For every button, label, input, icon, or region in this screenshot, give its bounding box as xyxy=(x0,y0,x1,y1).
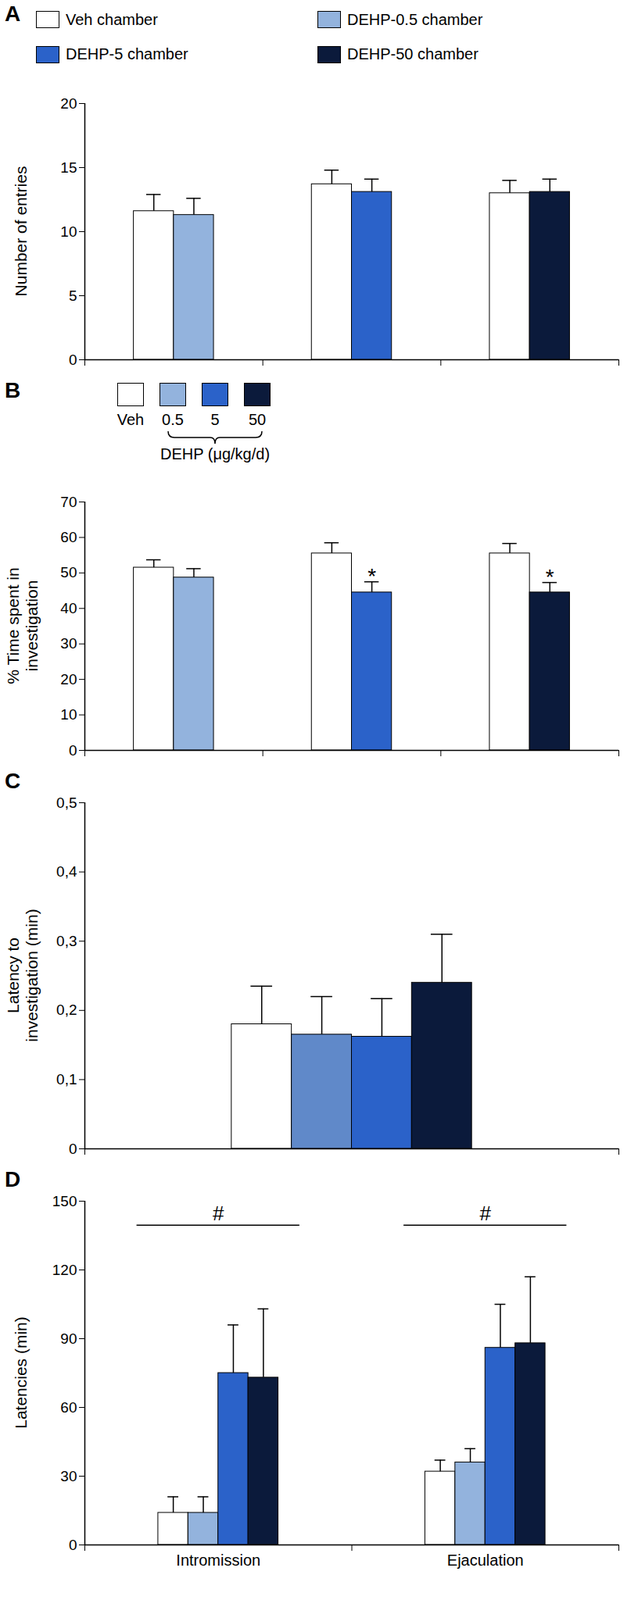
html-text:A: A xyxy=(4,1,21,26)
svg-text:#: # xyxy=(212,1202,225,1226)
html-text:DEHP (μg/kg/d): DEHP (μg/kg/d) xyxy=(160,445,270,463)
svg-text:0: 0 xyxy=(68,1537,78,1555)
html-text:5: 5 xyxy=(210,411,220,429)
html-text:DEHP-50 chamber: DEHP-50 chamber xyxy=(347,45,479,63)
svg-text:0,2: 0,2 xyxy=(56,1002,77,1019)
svg-text:#: # xyxy=(480,1202,492,1226)
svg-text:0,3: 0,3 xyxy=(56,933,77,950)
svg-text:60: 60 xyxy=(60,1400,77,1417)
svg-text:120: 120 xyxy=(52,1262,78,1280)
svg-text:40: 40 xyxy=(60,600,77,617)
svg-text:0,1: 0,1 xyxy=(56,1071,77,1089)
svg-text:10: 10 xyxy=(60,706,77,724)
svg-text:10: 10 xyxy=(60,223,77,241)
html-text:Veh chamber: Veh chamber xyxy=(65,10,158,28)
svg-text:0: 0 xyxy=(68,742,78,760)
html-text:50: 50 xyxy=(248,411,266,429)
svg-text:% Time spent ininvestigation: % Time spent ininvestigation xyxy=(3,567,41,685)
svg-text:0,5: 0,5 xyxy=(56,795,77,812)
svg-text:*: * xyxy=(367,564,377,589)
svg-text:70: 70 xyxy=(60,494,77,511)
svg-text:Ejaculation: Ejaculation xyxy=(447,1552,524,1570)
svg-text:50: 50 xyxy=(60,564,77,581)
svg-text:90: 90 xyxy=(60,1331,77,1348)
svg-text:20: 20 xyxy=(60,671,77,689)
html-text:B: B xyxy=(4,378,21,403)
svg-text:150: 150 xyxy=(52,1193,78,1211)
svg-text:Latency toinvestigation (min): Latency toinvestigation (min) xyxy=(3,909,41,1043)
svg-text:60: 60 xyxy=(60,529,77,546)
svg-text:30: 30 xyxy=(60,1469,77,1486)
svg-text:0,4: 0,4 xyxy=(56,863,78,881)
svg-text:0: 0 xyxy=(68,1141,78,1158)
svg-text:Latencies (min): Latencies (min) xyxy=(11,1317,30,1431)
svg-text:20: 20 xyxy=(60,95,77,112)
html-text:Veh: Veh xyxy=(117,411,145,429)
svg-text:15: 15 xyxy=(60,159,77,176)
html-text:DEHP-5 chamber: DEHP-5 chamber xyxy=(65,45,189,63)
svg-text:5: 5 xyxy=(68,287,78,305)
svg-text:30: 30 xyxy=(60,635,77,653)
html-text:C: C xyxy=(4,769,21,794)
html-text:DEHP-0.5 chamber: DEHP-0.5 chamber xyxy=(347,10,483,28)
svg-text:0: 0 xyxy=(68,351,78,369)
html-text:D: D xyxy=(4,1168,21,1193)
html-text:0.5: 0.5 xyxy=(161,411,184,429)
svg-text:Intromission: Intromission xyxy=(175,1552,261,1570)
svg-text:Number of entries: Number of entries xyxy=(11,166,30,298)
svg-text:*: * xyxy=(545,565,555,590)
